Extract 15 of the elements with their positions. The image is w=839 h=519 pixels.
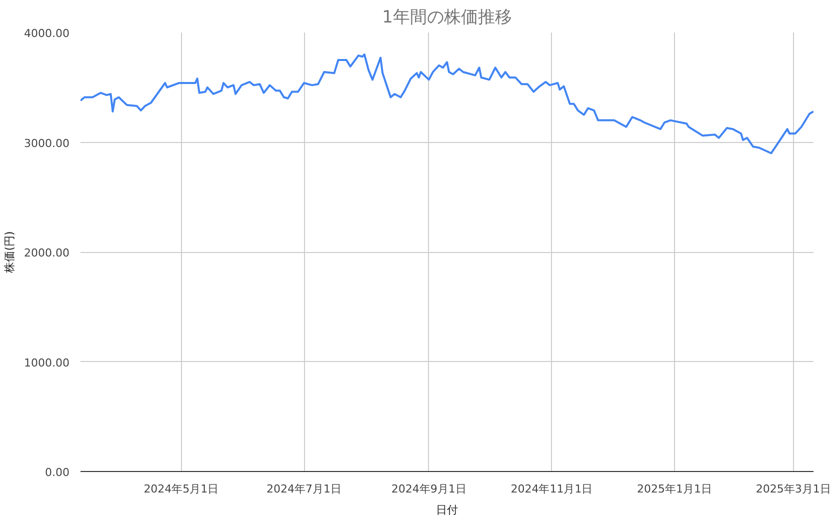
y-axis-title: 株価(円) xyxy=(3,231,16,274)
x-axis-title: 日付 xyxy=(436,504,458,516)
x-tick-label: 2024年5月1日 xyxy=(144,482,219,496)
x-tick-label: 2025年3月1日 xyxy=(756,482,831,496)
x-tick-label: 2024年9月1日 xyxy=(391,482,466,496)
y-tick-label: 4000.00 xyxy=(24,27,70,40)
line-series xyxy=(80,53,814,154)
chart-title: 1年間の株価推移 xyxy=(382,8,512,28)
y-tick-label: 3000.00 xyxy=(24,136,70,150)
x-tick-label: 2025年1月1日 xyxy=(637,482,712,496)
y-tick-label: 0.00 xyxy=(45,466,70,479)
x-tick-label: 2024年11月1日 xyxy=(510,482,593,496)
y-tick-label: 1000.00 xyxy=(24,356,70,370)
y-tick-label: 2000.00 xyxy=(24,246,70,260)
x-tick-label: 2024年7月1日 xyxy=(266,482,342,496)
